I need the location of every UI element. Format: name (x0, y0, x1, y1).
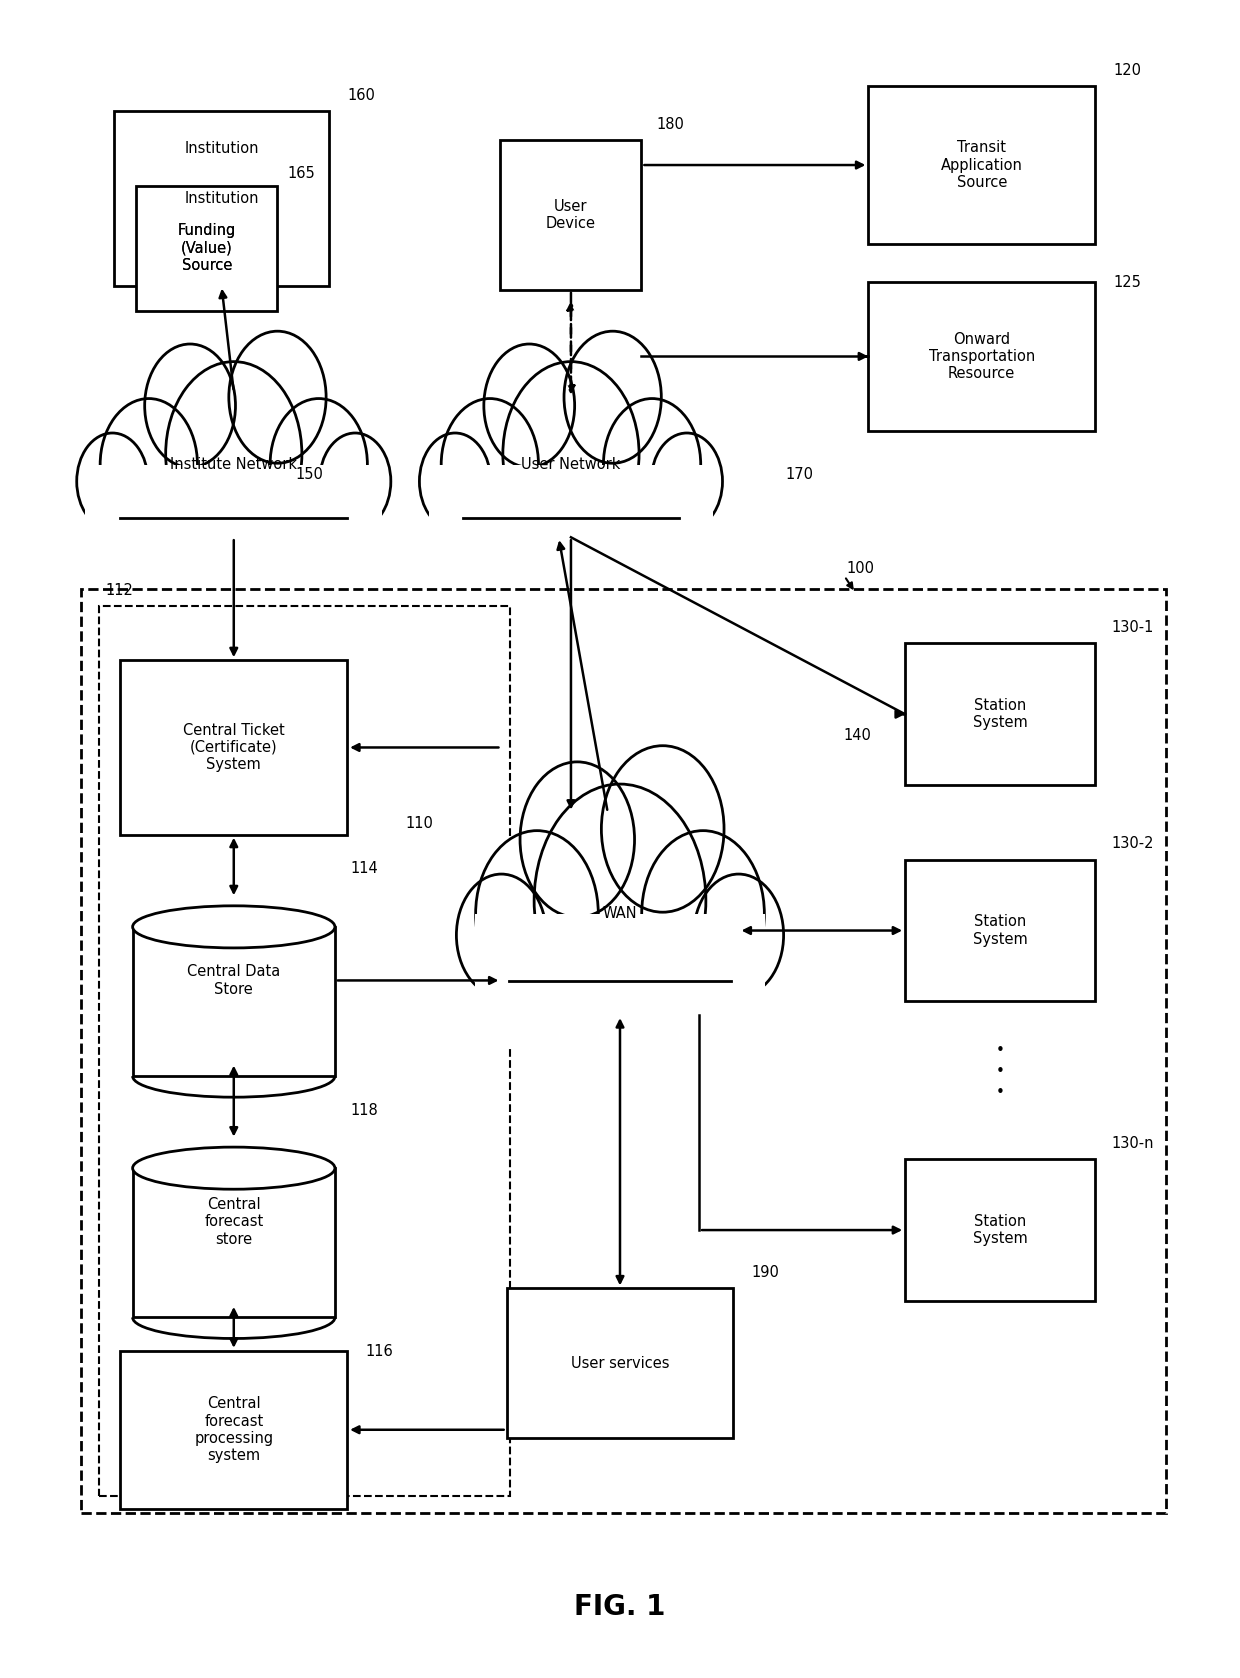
Text: User Network: User Network (521, 456, 621, 472)
Text: WAN: WAN (603, 906, 637, 921)
Text: Central Ticket
(Certificate)
System: Central Ticket (Certificate) System (184, 723, 285, 772)
Bar (507, 1289, 733, 1438)
Bar (905, 1159, 1095, 1300)
Text: 160: 160 (347, 87, 374, 102)
Text: Central Data
Store: Central Data Store (187, 965, 280, 997)
Ellipse shape (133, 1148, 335, 1190)
Text: Institution: Institution (185, 191, 259, 206)
Text: Station
System: Station System (972, 1213, 1028, 1247)
Circle shape (166, 362, 301, 547)
Bar (120, 659, 347, 836)
Circle shape (503, 362, 639, 547)
Bar (429, 465, 713, 571)
Text: Central
forecast
processing
system: Central forecast processing system (195, 1396, 273, 1463)
Text: Central
forecast
store: Central forecast store (205, 1196, 263, 1247)
Circle shape (270, 399, 367, 530)
Bar (868, 86, 1095, 243)
Text: User
Device: User Device (546, 198, 596, 232)
Text: Institute Network: Institute Network (170, 456, 298, 472)
Bar (905, 643, 1095, 785)
Circle shape (476, 831, 598, 997)
Bar (120, 1351, 347, 1509)
Text: Funding
(Value)
Source: Funding (Value) Source (177, 223, 236, 274)
Bar (475, 915, 765, 1047)
Text: •
•
•: • • • (996, 1044, 1004, 1101)
Bar (81, 589, 1166, 1514)
Text: 112: 112 (105, 582, 133, 597)
Circle shape (145, 344, 236, 466)
Text: Station
System: Station System (972, 698, 1028, 730)
Circle shape (520, 762, 635, 918)
Circle shape (456, 874, 547, 997)
Bar (99, 606, 510, 1497)
Text: 140: 140 (843, 728, 872, 743)
Circle shape (320, 433, 391, 530)
Bar (133, 1168, 335, 1317)
Text: 150: 150 (295, 466, 322, 482)
Text: 120: 120 (1114, 62, 1142, 77)
Text: Transit
Application
Source: Transit Application Source (941, 141, 1023, 190)
Text: 130-1: 130-1 (1111, 621, 1153, 636)
Bar (86, 465, 382, 571)
Ellipse shape (133, 906, 335, 948)
Circle shape (642, 831, 764, 997)
Circle shape (604, 399, 701, 530)
Bar (136, 186, 278, 310)
Text: 116: 116 (366, 1344, 393, 1359)
Circle shape (693, 874, 784, 997)
Circle shape (77, 433, 148, 530)
Bar (868, 282, 1095, 431)
Circle shape (651, 433, 723, 530)
Text: 114: 114 (351, 861, 378, 876)
Text: 130-2: 130-2 (1111, 836, 1153, 851)
Circle shape (534, 784, 706, 1017)
Text: Funding
(Value)
Source: Funding (Value) Source (177, 223, 236, 274)
Circle shape (441, 399, 538, 530)
Text: Institution: Institution (185, 141, 259, 156)
Bar (501, 139, 641, 290)
Text: 118: 118 (351, 1102, 378, 1118)
Text: 100: 100 (847, 560, 875, 576)
Text: Onward
Transportation
Resource: Onward Transportation Resource (929, 332, 1035, 381)
Bar (905, 859, 1095, 1002)
Text: 110: 110 (405, 816, 433, 831)
Circle shape (484, 344, 574, 466)
Circle shape (229, 331, 326, 463)
Bar (133, 926, 335, 1076)
Text: FIG. 1: FIG. 1 (574, 1592, 666, 1621)
Circle shape (100, 399, 197, 530)
Circle shape (419, 433, 491, 530)
Text: User services: User services (570, 1356, 670, 1371)
Bar (114, 111, 329, 285)
Text: Station
System: Station System (972, 915, 1028, 946)
Text: 130-n: 130-n (1111, 1136, 1153, 1151)
Circle shape (564, 331, 661, 463)
Circle shape (601, 745, 724, 913)
Text: 180: 180 (656, 117, 684, 133)
Text: 190: 190 (751, 1265, 780, 1280)
Text: 125: 125 (1114, 275, 1141, 290)
Text: 170: 170 (785, 466, 813, 482)
Text: 165: 165 (288, 166, 315, 181)
